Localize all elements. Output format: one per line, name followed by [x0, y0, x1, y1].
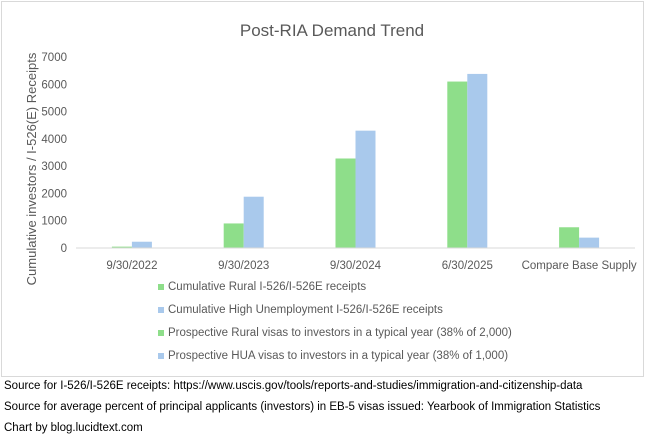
- x-tick-label: Compare Base Supply: [522, 260, 637, 272]
- legend-swatch: [158, 284, 164, 290]
- bar-series-3-5: [559, 227, 580, 248]
- y-tick-label: 0: [61, 243, 67, 255]
- x-tick-label: 9/30/2024: [330, 260, 382, 272]
- y-axis-ticks: 0 1000 2000 3000 4000 5000 6000 7000: [41, 52, 67, 255]
- y-tick-label: 5000: [41, 107, 67, 119]
- bar-series-2-1: [131, 241, 152, 248]
- legend-label: Cumulative Rural I-526/I-526E receipts: [168, 281, 366, 293]
- legend-label: Cumulative High Unemployment I-526/I-526…: [168, 304, 443, 316]
- legend-label: Prospective Rural visas to investors in …: [168, 327, 512, 339]
- y-tick-label: 3000: [41, 161, 67, 173]
- bar-series-1-1: [111, 246, 132, 248]
- y-tick-label: 6000: [41, 79, 67, 91]
- bar-series-2-2: [243, 196, 264, 248]
- bar-series-1-3: [335, 158, 356, 248]
- legend-swatch: [158, 307, 164, 313]
- source-percent: Source for average percent of principal …: [4, 401, 601, 413]
- bar-series-2-3: [355, 130, 376, 248]
- chart-title: Post-RIA Demand Trend: [240, 21, 424, 40]
- x-tick-label: 9/30/2023: [218, 260, 269, 272]
- bar-series-2-4: [467, 73, 488, 248]
- bar-series: [111, 73, 600, 248]
- bar-chart: Post-RIA Demand Trend Cumulative investo…: [24, 21, 637, 362]
- bar-series-4-5: [579, 237, 600, 248]
- x-tick-label: 9/30/2022: [106, 260, 157, 272]
- y-tick-label: 2000: [41, 188, 67, 200]
- bar-series-1-2: [223, 223, 244, 248]
- y-axis-label: Cumulative investors / I-526(E) Receipts: [24, 52, 39, 285]
- chart-frame: Post-RIA Demand Trend Cumulative investo…: [1, 1, 644, 377]
- y-tick-label: 4000: [41, 134, 67, 146]
- y-tick-label: 1000: [41, 216, 67, 228]
- legend: Cumulative Rural I-526/I-526E receipts Cu…: [158, 281, 512, 362]
- legend-swatch: [158, 353, 164, 359]
- x-axis-ticks: 9/30/2022 9/30/2023 9/30/2024 6/30/2025 Comp…: [106, 260, 637, 272]
- x-tick-label: 6/30/2025: [442, 260, 493, 272]
- y-tick-label: 7000: [41, 52, 67, 64]
- legend-swatch: [158, 330, 164, 336]
- bar-series-1-4: [447, 81, 468, 248]
- chart-credit: Chart by blog.lucidtext.com: [4, 422, 143, 434]
- legend-label: Prospective HUA visas to investors in a …: [168, 350, 508, 362]
- source-receipts: Source for I-526/I-526E receipts: https:…: [4, 380, 583, 392]
